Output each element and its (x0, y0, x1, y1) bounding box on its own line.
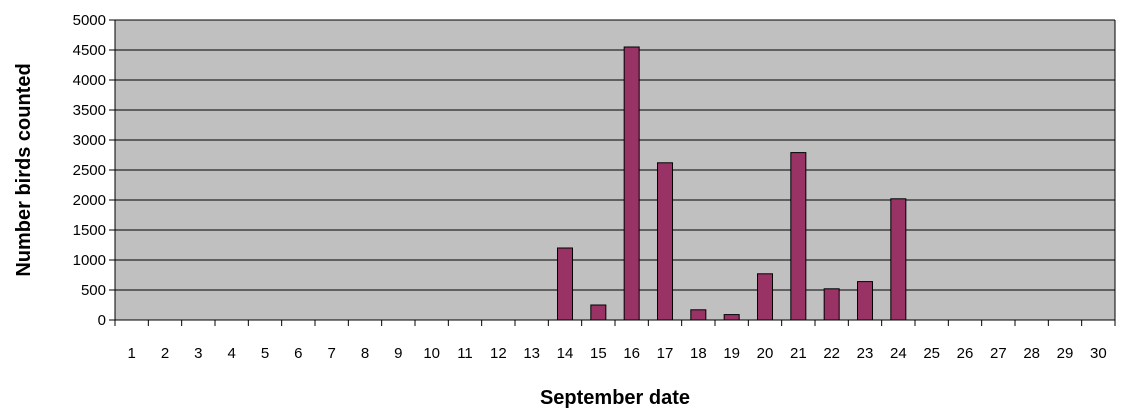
x-tick-label: 19 (723, 345, 740, 362)
y-tick-labels: 0 500 1000 1500 2000 2500 3000 3500 4000 4500 5000 (73, 12, 106, 329)
x-tick-label: 17 (657, 345, 674, 362)
x-tick-label: 15 (590, 345, 607, 362)
x-tick-label: 20 (757, 345, 774, 362)
bar-22 (823, 288, 840, 321)
y-tick-label: 5000 (73, 12, 106, 29)
x-tick-label: 27 (990, 345, 1007, 362)
bar-19 (723, 314, 740, 321)
x-tick-label: 5 (261, 345, 269, 362)
x-tick-label: 18 (690, 345, 707, 362)
y-tick-label: 2000 (73, 192, 106, 209)
x-tick-label: 4 (227, 345, 235, 362)
y-tick-label: 500 (81, 282, 106, 299)
x-tick-label: 6 (294, 345, 302, 362)
bar-24 (890, 198, 907, 321)
x-tick-label: 16 (623, 345, 640, 362)
y-tick-label: 4500 (73, 42, 106, 59)
y-tick-label: 3000 (73, 132, 106, 149)
x-tick-label: 9 (394, 345, 402, 362)
bar-18 (690, 309, 707, 321)
x-tick-label: 10 (423, 345, 440, 362)
bar-14 (557, 247, 573, 321)
x-tick-label: 2 (161, 345, 169, 362)
bar-15 (590, 304, 607, 321)
x-tick-label: 14 (557, 345, 574, 362)
x-tick-label: 28 (1023, 345, 1040, 362)
y-tick-label: 3500 (73, 102, 106, 119)
bar-21 (790, 152, 807, 321)
x-tick-label: 24 (890, 345, 907, 362)
axes (114, 19, 1116, 326)
y-tick-label: 1500 (73, 222, 106, 239)
x-tick-label: 3 (194, 345, 202, 362)
y-tick-label: 0 (98, 312, 106, 329)
x-tick-label: 8 (361, 345, 369, 362)
bar-20 (757, 273, 773, 321)
bar-17 (657, 162, 673, 321)
x-tick-label: 11 (457, 345, 473, 362)
x-tick-label: 29 (1057, 345, 1074, 362)
x-tick-label: 25 (923, 345, 940, 362)
x-tick-labels: 1 2 3 4 5 6 7 8 9 10 11 12 13 14 15 16 17 18 19 20 21 22 23 24 2… (127, 345, 1106, 362)
bar-16 (623, 46, 640, 321)
x-tick-label: 26 (957, 345, 974, 362)
bars (557, 46, 907, 321)
x-tick-label: 21 (790, 345, 807, 362)
y-tick-label: 1000 (73, 252, 106, 269)
x-tick-label: 22 (823, 345, 840, 362)
x-tick-label: 7 (327, 345, 335, 362)
x-tick-label: 13 (523, 345, 540, 362)
y-tick-label: 4000 (73, 72, 106, 89)
y-axis-title: Number birds counted (13, 63, 35, 276)
x-tick-label: 1 (127, 345, 135, 362)
x-tick-label: 23 (857, 345, 874, 362)
x-tick-label: 30 (1090, 345, 1107, 362)
x-axis-title: September date (540, 387, 690, 409)
x-tick-label: 12 (490, 345, 507, 362)
bar-23 (857, 281, 873, 321)
y-tick-label: 2500 (73, 162, 106, 179)
